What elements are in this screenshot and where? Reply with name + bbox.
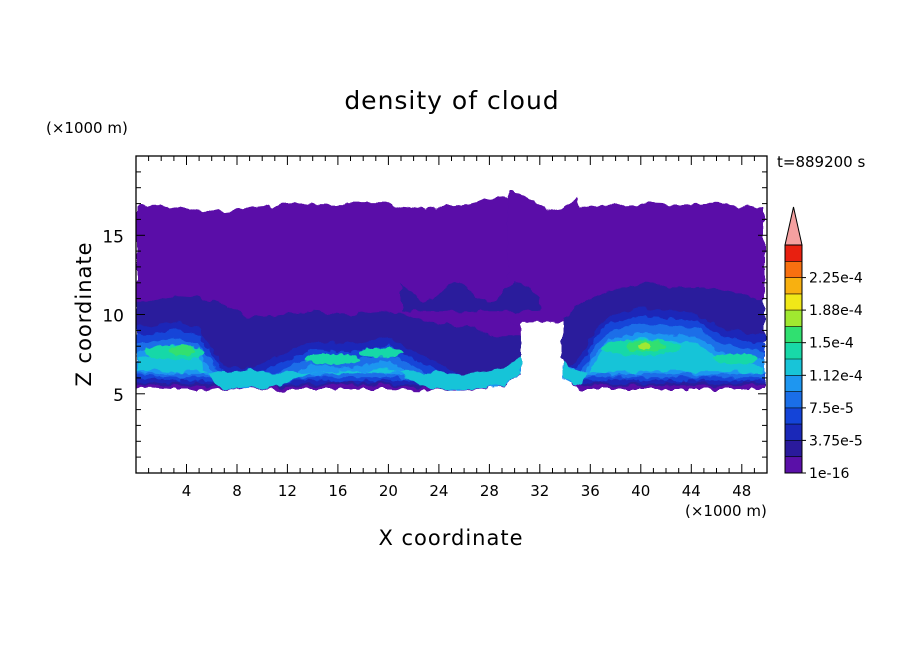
x-axis-label-text: X coordinate <box>378 526 524 550</box>
colorbar-label: 7.5e-5 <box>809 401 854 417</box>
colorbar-swatch <box>785 277 802 295</box>
x-tick-label: 28 <box>480 482 499 500</box>
x-tick-label: 40 <box>631 482 650 500</box>
x-tick-label: 4 <box>182 482 192 500</box>
colorbar-swatch <box>785 359 802 376</box>
colorbar-label: 1.88e-4 <box>809 303 863 319</box>
x-tick-label: 44 <box>682 482 701 500</box>
x-tick-label: 32 <box>530 482 549 500</box>
colorbar-swatch <box>785 391 802 409</box>
colorbar-swatch <box>785 456 802 474</box>
x-tick-label: 12 <box>278 482 297 500</box>
x-tick-label: 20 <box>379 482 398 500</box>
x-tick-label: 36 <box>581 482 600 500</box>
cloud-region-level-7 <box>136 351 521 390</box>
x-tick-label: 8 <box>232 482 242 500</box>
colorbar-swatch <box>785 407 802 425</box>
colorbar-swatch <box>785 245 802 262</box>
colorbar-swatch <box>785 375 802 392</box>
density-field <box>136 191 765 391</box>
y-axis-unit: (×1000 m) <box>46 119 128 137</box>
colorbar-swatch <box>785 326 802 344</box>
x-tick-label: 24 <box>429 482 448 500</box>
colorbar-swatch <box>785 293 802 311</box>
colorbar-swatch <box>785 424 802 441</box>
cloud-layer-peak <box>143 339 759 365</box>
colorbar-label: 1e-16 <box>809 466 849 482</box>
colorbar-label: 1.5e-4 <box>809 336 854 352</box>
colorbar-label: 3.75e-5 <box>809 433 863 449</box>
cloud-peak-2 <box>303 353 360 365</box>
cloud-region-upper-haze <box>401 282 540 312</box>
y-tick-label: 10 <box>102 307 124 327</box>
cloud-peak-1 <box>167 346 196 356</box>
cloud-peak-3 <box>359 347 405 358</box>
x-axis-unit: (×1000 m) <box>685 502 767 520</box>
colorbar-swatch <box>785 261 802 278</box>
colorbar-swatch <box>785 310 802 327</box>
y-tick-label: 15 <box>102 227 124 247</box>
colorbar-swatch <box>785 342 802 360</box>
cloud-peak-7 <box>712 353 759 365</box>
colorbar-label: 1.12e-4 <box>809 368 863 384</box>
time-label: t=889200 s <box>777 153 866 171</box>
x-tick-label: 48 <box>732 482 751 500</box>
x-axis-label: X coordinate <box>0 526 904 550</box>
cloud-peak-6 <box>637 343 653 350</box>
chart-title: density of cloud <box>344 86 560 115</box>
colorbar-extend-arrow <box>784 206 803 246</box>
x-tick-label: 16 <box>328 482 347 500</box>
colorbar: 1e-16 3.75e-5 7.5e-5 1.12e-4 1.5e-4 1.88e-4 2.… <box>784 206 863 482</box>
colorbar-label: 2.25e-4 <box>809 271 863 287</box>
colorbar-swatch <box>785 440 802 458</box>
y-tick-label: 5 <box>113 386 124 406</box>
